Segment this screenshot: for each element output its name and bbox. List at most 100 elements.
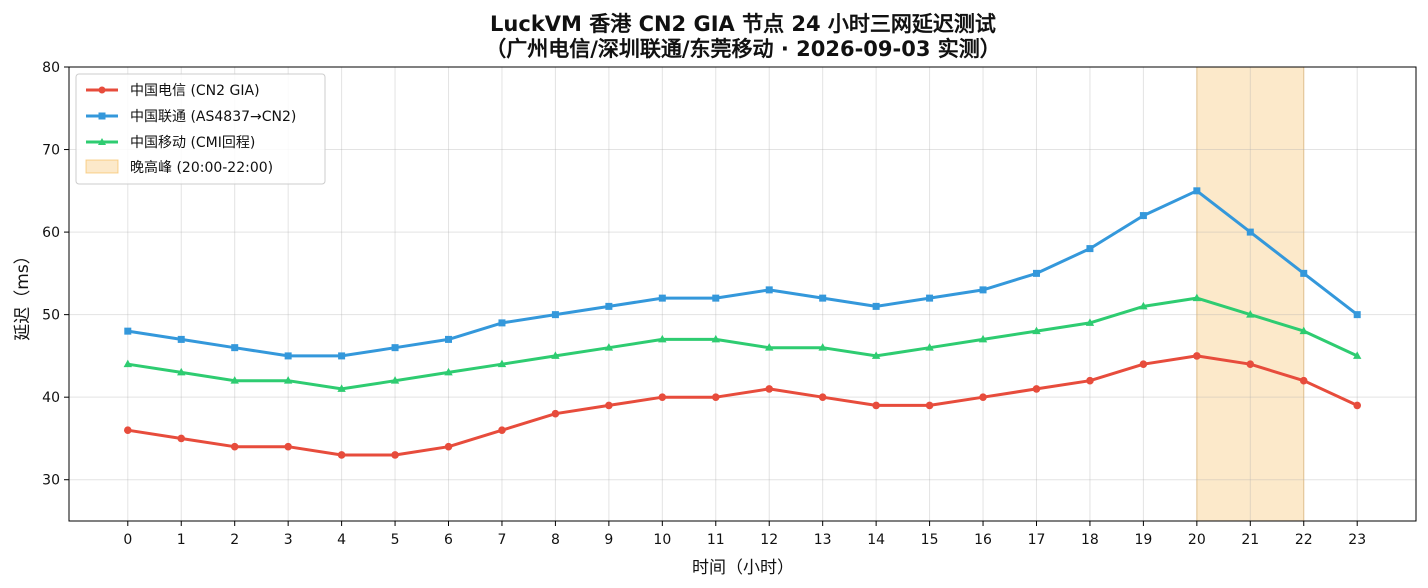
legend-marker-mobile xyxy=(98,138,106,145)
data-point xyxy=(978,334,988,343)
data-point xyxy=(390,376,400,384)
x-tick-label: 5 xyxy=(391,532,400,548)
chart-title: LuckVM 香港 CN2 GIA 节点 24 小时三网延迟测试 xyxy=(490,12,996,36)
legend: 中国电信 (CN2 GIA) 中国联通 (AS4837→CN2) 中国移动 (C… xyxy=(75,73,326,185)
data-point xyxy=(1032,385,1041,393)
x-tick-label: 20 xyxy=(1188,532,1206,548)
x-axis-label: 时间（小时） xyxy=(692,558,794,578)
data-point xyxy=(284,442,292,451)
y-tick-label: 70 xyxy=(42,143,60,159)
data-point xyxy=(283,376,293,384)
peak-band-rect xyxy=(1196,66,1305,522)
data-point xyxy=(123,359,132,368)
y-tick-label: 50 xyxy=(42,308,60,324)
data-point xyxy=(1353,401,1362,410)
data-point xyxy=(444,367,453,376)
data-point xyxy=(1193,352,1201,360)
data-point xyxy=(1192,293,1202,302)
legend-label-telecom: 中国电信 (CN2 GIA) xyxy=(130,83,260,99)
data-point xyxy=(1299,376,1308,385)
data-point xyxy=(658,294,666,302)
data-point xyxy=(765,286,773,294)
data-point xyxy=(1353,351,1362,359)
x-tick-label: 17 xyxy=(1028,532,1046,548)
data-point xyxy=(818,393,827,401)
data-point xyxy=(979,393,987,401)
data-point xyxy=(711,393,720,401)
data-point xyxy=(1246,310,1255,318)
x-tick-label: 21 xyxy=(1241,532,1259,548)
data-point xyxy=(337,384,346,392)
data-point xyxy=(1246,228,1254,236)
data-point xyxy=(819,294,827,302)
data-point xyxy=(124,327,132,335)
data-point xyxy=(1139,301,1148,310)
data-point xyxy=(391,451,399,459)
data-point xyxy=(605,302,613,310)
x-tick-label: 14 xyxy=(867,532,885,548)
data-point xyxy=(926,294,934,302)
x-tick-label: 22 xyxy=(1295,532,1313,548)
data-point xyxy=(1353,311,1361,319)
legend-label-mobile: 中国移动 (CMI回程) xyxy=(130,135,255,151)
data-point xyxy=(872,302,880,310)
series-line-0 xyxy=(127,354,1358,457)
chart-subtitle: （广州电信/深圳联通/东莞移动 · 2026-09-03 实测） xyxy=(485,37,1001,61)
x-tick-label: 3 xyxy=(284,532,293,548)
data-point xyxy=(925,343,934,351)
legend-label-peak: 晚高峰 (20:00-22:00) xyxy=(130,159,273,176)
data-point xyxy=(712,294,720,302)
legend-marker-unicom xyxy=(98,112,106,120)
x-tick-label: 15 xyxy=(921,532,939,548)
data-point xyxy=(1032,269,1040,277)
data-point xyxy=(230,376,239,384)
y-tick-label: 60 xyxy=(42,225,60,241)
x-tick-label: 4 xyxy=(337,532,346,548)
legend-swatch-peak xyxy=(85,159,119,174)
data-point xyxy=(871,351,881,359)
y-tick-label: 30 xyxy=(42,473,60,489)
data-point xyxy=(1193,187,1201,195)
data-point xyxy=(658,393,667,401)
y-tick-label: 80 xyxy=(42,60,60,76)
data-point xyxy=(551,351,560,359)
legend-marker-telecom xyxy=(98,86,106,94)
x-tick-label: 1 xyxy=(177,532,186,548)
x-tick-label: 23 xyxy=(1348,532,1366,548)
x-tick-label: 0 xyxy=(123,532,132,548)
data-point xyxy=(1086,376,1094,385)
series-lines xyxy=(123,187,1362,459)
legend-frame xyxy=(75,73,326,185)
data-point xyxy=(979,286,987,294)
data-point xyxy=(231,344,239,352)
x-tick-label: 7 xyxy=(498,532,507,548)
x-tick-label: 16 xyxy=(974,532,992,548)
data-point xyxy=(1139,360,1148,368)
x-tick-label: 12 xyxy=(760,532,778,548)
x-tick-label: 19 xyxy=(1134,532,1152,548)
data-point xyxy=(604,343,614,351)
legend-label-unicom: 中国联通 (AS4837→CN2) xyxy=(130,109,296,125)
data-point xyxy=(230,442,239,451)
axes xyxy=(68,66,1417,522)
data-point xyxy=(1032,326,1041,335)
data-point xyxy=(765,343,774,351)
data-point xyxy=(177,434,186,443)
data-point xyxy=(445,335,453,343)
data-point xyxy=(872,401,880,410)
data-point xyxy=(338,352,346,360)
data-point xyxy=(444,442,453,451)
plot-frame xyxy=(68,66,1417,522)
data-point xyxy=(1300,269,1308,277)
x-tick-label: 18 xyxy=(1081,532,1099,548)
data-point xyxy=(551,311,559,319)
data-point xyxy=(1246,360,1255,368)
x-tick-label: 10 xyxy=(653,532,671,548)
series-line-2 xyxy=(127,296,1358,391)
x-tick-label: 8 xyxy=(551,532,560,548)
x-tick-label: 13 xyxy=(814,532,832,548)
data-point xyxy=(284,352,292,360)
data-point xyxy=(818,343,827,351)
data-point xyxy=(498,319,506,327)
